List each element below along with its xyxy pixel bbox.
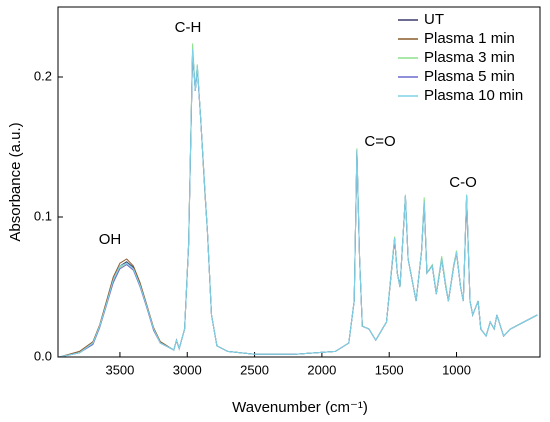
- x-tick-label: 1000: [442, 362, 471, 377]
- legend-label: Plasma 1 min: [424, 30, 515, 47]
- legend-label: Plasma 5 min: [424, 68, 515, 85]
- y-tick-label: 0.0: [34, 348, 52, 363]
- annotation: C=O: [364, 133, 395, 150]
- x-tick-label: 3500: [105, 362, 134, 377]
- annotation: C-O: [449, 174, 477, 191]
- series-line: [59, 48, 538, 358]
- y-axis-label: Absorbance (a.u.): [7, 122, 24, 241]
- y-tick-label: 0.2: [34, 68, 52, 83]
- annotation: OH: [99, 231, 122, 248]
- plot-frame: [57, 6, 541, 358]
- x-tick-label: 1500: [375, 362, 404, 377]
- legend-label: Plasma 3 min: [424, 49, 515, 66]
- x-axis-label: Wavenumber (cm⁻¹): [232, 399, 368, 416]
- legend-label: UT: [424, 11, 444, 28]
- y-tick-label: 0.1: [34, 208, 52, 223]
- x-tick-label: 2000: [307, 362, 336, 377]
- x-tick-label: 3000: [173, 362, 202, 377]
- x-tick-label: 2500: [240, 362, 269, 377]
- legend-label: Plasma 10 min: [424, 87, 523, 104]
- annotation: C-H: [175, 19, 202, 36]
